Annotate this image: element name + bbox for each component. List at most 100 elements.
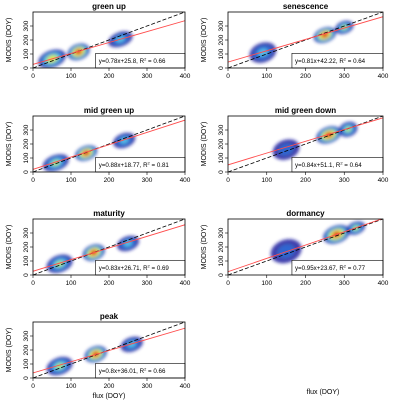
panel-title: maturity	[93, 209, 125, 218]
x-tick-label: 0	[31, 280, 35, 287]
r-squared-exponent: 2	[344, 57, 347, 62]
fit-equation: y=0.81x+42.22, R2 = 0.64	[295, 57, 366, 66]
x-tick-label: 0	[31, 177, 35, 184]
y-tick-label: 200	[218, 241, 225, 252]
r-squared-value: = 0.66	[146, 58, 166, 65]
x-tick-label: 200	[300, 73, 311, 80]
r-squared-exponent: 2	[148, 264, 151, 269]
x-tick-label: 400	[378, 177, 389, 184]
x-tick-label: 400	[180, 177, 191, 184]
x-tick-label: 300	[339, 177, 350, 184]
y-tick-label: 0	[23, 376, 30, 380]
x-tick-label: 0	[31, 383, 35, 390]
one-to-one-line	[33, 322, 185, 378]
x-tick-label: 100	[261, 177, 272, 184]
x-tick-label: 400	[180, 383, 191, 390]
y-tick-label: 300	[23, 227, 30, 238]
x-tick-label: 300	[142, 280, 153, 287]
x-tick-label: 100	[66, 383, 77, 390]
x-tick-label: 0	[31, 73, 35, 80]
r-squared-exponent: 2	[148, 161, 151, 166]
equation-text: y=0.8x+36.01, R	[99, 368, 145, 375]
panel-title: peak	[100, 312, 119, 321]
y-tick-label: 100	[23, 48, 30, 59]
y-tick-label: 200	[23, 138, 30, 149]
y-tick-label: 300	[23, 20, 30, 31]
y-tick-label: 200	[23, 241, 30, 252]
y-tick-label: 100	[218, 255, 225, 266]
r-squared-exponent: 2	[144, 367, 147, 372]
r-squared-value: = 0.64	[346, 58, 366, 65]
y-tick-label: 0	[218, 170, 225, 174]
x-axis-label: flux (DOY)	[93, 393, 126, 400]
y-axis-label: MODIS (DOY)	[6, 122, 13, 167]
y-axis-label: MODIS (DOY)	[6, 328, 13, 373]
r-squared-value: = 0.66	[146, 368, 166, 375]
fit-equation: y=0.83x+26.71, R2 = 0.69	[99, 264, 170, 273]
x-tick-label: 200	[104, 73, 115, 80]
equation-text: y=0.78x+25.8, R	[99, 58, 145, 65]
y-tick-label: 100	[23, 152, 30, 163]
y-axis-label: MODIS (DOY)	[6, 18, 13, 63]
x-tick-label: 200	[300, 280, 311, 287]
y-tick-label: 100	[23, 255, 30, 266]
x-tick-label: 400	[180, 280, 191, 287]
r-squared-value: = 0.81	[150, 162, 170, 169]
r-squared-exponent: 2	[344, 264, 347, 269]
y-tick-label: 0	[23, 170, 30, 174]
x-tick-label: 300	[339, 73, 350, 80]
y-tick-label: 100	[23, 358, 30, 369]
y-tick-label: 100	[218, 152, 225, 163]
panel-green-up: y=0.78x+25.8, R2 = 0.66 green up 0 100 200 30…	[6, 2, 191, 80]
x-tick-label: 0	[226, 177, 230, 184]
y-tick-label: 200	[23, 34, 30, 45]
one-to-one-line	[228, 219, 383, 275]
y-tick-label: 0	[23, 273, 30, 277]
one-to-one-line	[228, 12, 383, 68]
y-tick-label: 300	[23, 124, 30, 135]
equation-text: y=0.84x+51.1, R	[295, 162, 341, 169]
y-tick-label: 0	[23, 66, 30, 70]
x-tick-label: 300	[142, 383, 153, 390]
panel-maturity: y=0.83x+26.71, R2 = 0.69 maturity 0 100 200 3…	[6, 209, 191, 287]
y-tick-label: 300	[218, 227, 225, 238]
x-tick-label: 0	[226, 73, 230, 80]
density-layer	[38, 31, 133, 68]
x-tick-label: 200	[104, 280, 115, 287]
y-axis-label: MODIS (DOY)	[6, 225, 13, 270]
density-layer	[272, 121, 358, 160]
fit-line	[33, 327, 185, 374]
y-tick-label: 300	[23, 330, 30, 341]
y-tick-label: 200	[218, 138, 225, 149]
x-tick-label: 400	[180, 73, 191, 80]
x-tick-label: 0	[226, 280, 230, 287]
y-tick-label: 200	[218, 34, 225, 45]
fit-equation: y=0.8x+36.01, R2 = 0.66	[99, 367, 166, 376]
x-tick-label: 200	[300, 177, 311, 184]
x-tick-label: 200	[104, 177, 115, 184]
r-squared-value: = 0.77	[346, 265, 366, 272]
one-to-one-line	[33, 219, 185, 275]
one-to-one-line	[228, 116, 383, 172]
y-tick-label: 100	[218, 48, 225, 59]
x-tick-label: 300	[142, 177, 153, 184]
x-tick-label: 100	[66, 280, 77, 287]
y-tick-label: 300	[218, 20, 225, 31]
panel-mid-green-down: y=0.84x+51.1, R2 = 0.64 mid green down 0 10…	[201, 106, 389, 184]
panel-dormancy: y=0.95x+23.67, R2 = 0.77 dormancy 0 100 200 3…	[201, 209, 389, 287]
one-to-one-line	[33, 116, 185, 172]
fit-line	[228, 219, 383, 273]
equation-text: y=0.95x+23.67, R	[295, 265, 344, 272]
density-blob	[277, 244, 295, 258]
y-tick-label: 200	[23, 344, 30, 355]
r-squared-exponent: 2	[144, 57, 147, 62]
equation-text: y=0.88x+18.77, R	[99, 162, 148, 169]
panel-peak: y=0.8x+36.01, R2 = 0.66 peak 0 100 200 300 400…	[6, 312, 191, 400]
panel-title: mid green down	[275, 106, 336, 115]
r-squared-value: = 0.64	[343, 162, 363, 169]
x-tick-label: 100	[261, 280, 272, 287]
panel-title: senescence	[283, 2, 329, 11]
y-axis-label: MODIS (DOY)	[201, 122, 208, 167]
x-tick-label: 100	[261, 73, 272, 80]
